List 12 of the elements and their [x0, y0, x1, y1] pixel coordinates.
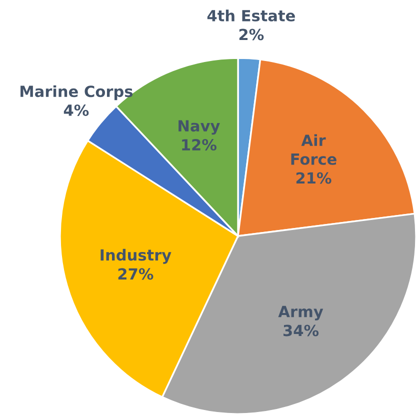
data-label: 2%: [239, 28, 264, 40]
slice-label: Air Force: [291, 134, 336, 165]
data-label: 27%: [118, 268, 154, 280]
data-label: 21%: [296, 172, 332, 184]
data-label: 12%: [182, 139, 216, 151]
slice-label: Industry: [100, 248, 172, 264]
data-label: 4%: [64, 104, 89, 116]
data-label: 34%: [284, 324, 319, 336]
slice-label: Navy: [178, 120, 220, 135]
slice-label: Marine Corps: [20, 85, 133, 100]
slice-label: 4th Estate: [207, 10, 295, 22]
slice-label: Army: [278, 306, 324, 320]
